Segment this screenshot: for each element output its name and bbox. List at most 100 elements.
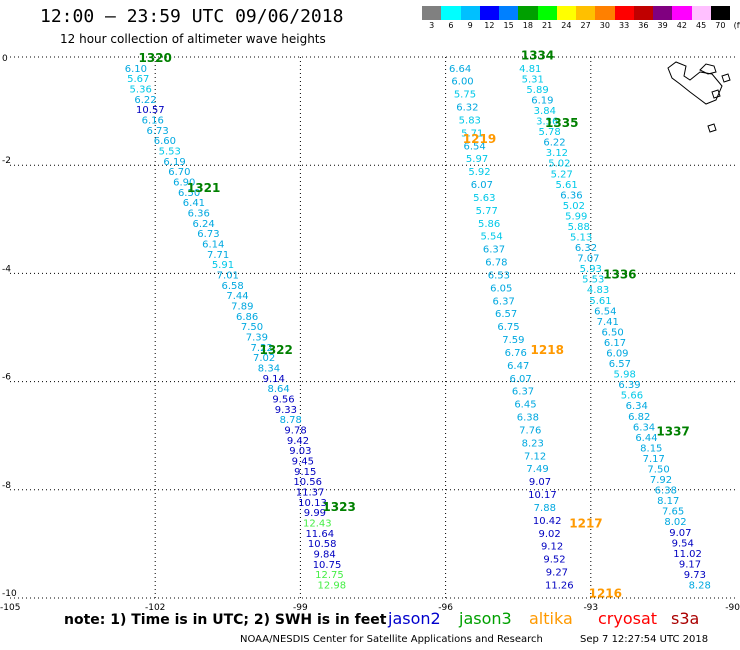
color-scale-label: 15	[503, 21, 514, 30]
wave-height-label: 12.75	[315, 570, 344, 581]
wave-height-label: 5.53	[159, 146, 181, 157]
wave-height-label: 7.50	[241, 322, 263, 333]
wave-height-label: 6.60	[154, 136, 176, 147]
wave-height-label: 3.36	[536, 117, 558, 128]
wave-height-label: 5.71	[461, 128, 483, 139]
wave-height-label: 9.12	[541, 542, 563, 553]
y-tick-label: 0	[2, 54, 8, 64]
wave-height-label: 5.99	[565, 211, 587, 222]
wave-height-label: 6.82	[628, 412, 650, 423]
wave-height-label: 5.89	[526, 85, 548, 96]
wave-height-label: 6.22	[134, 95, 156, 106]
pass-label: 1334	[521, 48, 554, 62]
color-scale-label: 21	[542, 21, 553, 30]
page-subtitle: 12 hour collection of altimeter wave hei…	[60, 32, 326, 46]
pass-label: 1337	[656, 424, 689, 438]
wave-height-label: 10.57	[136, 105, 165, 116]
wave-height-label: 9.99	[304, 508, 326, 519]
wave-height-label: 9.02	[539, 529, 561, 540]
wave-height-label: 5.86	[478, 219, 500, 230]
wave-height-label: 5.75	[454, 90, 476, 101]
wave-height-label: 6.37	[493, 296, 515, 307]
wave-height-label: 9.84	[313, 549, 335, 560]
wave-height-label: 6.50	[601, 327, 623, 338]
x-tick-label: -105	[0, 603, 20, 613]
y-tick-label: -2	[2, 156, 11, 166]
wave-height-label: 7.41	[597, 317, 619, 328]
pass-label: 1219	[463, 132, 496, 146]
color-swatch	[576, 6, 596, 20]
wave-height-label: 5.92	[468, 167, 490, 178]
wave-height-label: 7.50	[647, 464, 669, 475]
wave-height-label: 6.07	[509, 374, 531, 385]
wave-height-label: 5.77	[476, 206, 498, 217]
color-swatch	[614, 6, 634, 20]
wave-height-label: 5.36	[130, 84, 152, 95]
wave-height-label: 9.14	[263, 374, 285, 385]
wave-height-label: 8.02	[664, 517, 686, 528]
color-swatch	[653, 6, 673, 20]
timestamp-text: Sep 7 12:27:54 UTC 2018	[580, 634, 709, 645]
wave-height-label: 6.37	[512, 387, 534, 398]
x-tick-label: -96	[438, 603, 453, 613]
wave-height-label: 9.45	[292, 456, 314, 467]
wave-height-label: 6.64	[449, 64, 471, 75]
color-scale-label: 45	[696, 21, 707, 30]
wave-height-label: 7.59	[502, 335, 524, 346]
wave-height-label: 6.19	[163, 157, 185, 168]
color-scale-label: 24	[561, 21, 572, 30]
wave-height-label: 9.42	[287, 436, 309, 447]
color-swatch	[422, 6, 442, 20]
color-swatch	[633, 6, 653, 20]
wave-height-label: 7.17	[643, 454, 665, 465]
color-scale-label: 39	[657, 21, 668, 30]
color-scale-bar	[422, 6, 730, 20]
y-tick-label: -4	[2, 264, 11, 274]
wave-height-label: 5.31	[522, 74, 544, 85]
wave-height-label: 9.54	[672, 538, 694, 549]
wave-height-label: 5.93	[580, 264, 602, 275]
wave-height-label: 6.05	[490, 283, 512, 294]
wave-height-label: 7.01	[217, 270, 239, 281]
wave-height-label: 6.73	[197, 229, 219, 240]
color-swatch	[518, 6, 538, 20]
wave-height-label: 9.03	[289, 446, 311, 457]
wave-height-label: 10.13	[298, 498, 327, 509]
wave-height-label: 8.34	[258, 363, 280, 374]
wave-height-label: 5.91	[212, 260, 234, 271]
wave-height-label: 6.32	[575, 243, 597, 254]
wave-height-label: 6.34	[626, 401, 648, 412]
wave-height-label: 5.78	[539, 127, 561, 138]
color-scale-label: 30	[599, 21, 610, 30]
color-scale-label: 42	[676, 21, 687, 30]
wave-height-label: 6.57	[609, 359, 631, 370]
wave-height-label: 8.17	[657, 496, 679, 507]
legend-entry-altika: altika	[529, 609, 573, 628]
wave-height-label: 5.67	[127, 74, 149, 85]
wave-height-label: 6.58	[222, 281, 244, 292]
wave-height-label: 10.75	[313, 560, 342, 571]
wave-height-label: 6.32	[456, 103, 478, 114]
y-tick-label: -8	[2, 481, 11, 491]
wave-height-label: 6.57	[495, 309, 517, 320]
page-title: 12:00 – 23:59 UTC 09/06/2018	[40, 6, 344, 27]
wave-height-label: 7.71	[207, 250, 229, 261]
wave-height-label: 12.43	[303, 518, 332, 529]
wave-height-label: 6.36	[560, 190, 582, 201]
wave-height-label: 6.75	[497, 322, 519, 333]
wave-height-label: 8.78	[280, 415, 302, 426]
color-scale-label: 12	[484, 21, 495, 30]
wave-height-label: 8.15	[640, 443, 662, 454]
island-coastline	[721, 73, 731, 83]
wave-height-label: 6.17	[604, 338, 626, 349]
color-scale-label: 33	[619, 21, 630, 30]
wave-height-label: 6.44	[635, 433, 657, 444]
wave-height-label: 7.07	[577, 254, 599, 265]
wave-height-label: 6.54	[464, 141, 486, 152]
legend-entry-jason2: jason2	[388, 609, 441, 628]
wave-height-label: 5.02	[563, 201, 585, 212]
wave-height-label: 9.27	[546, 568, 568, 579]
wave-height-label: 5.27	[551, 169, 573, 180]
wave-height-label: 6.47	[507, 361, 529, 372]
